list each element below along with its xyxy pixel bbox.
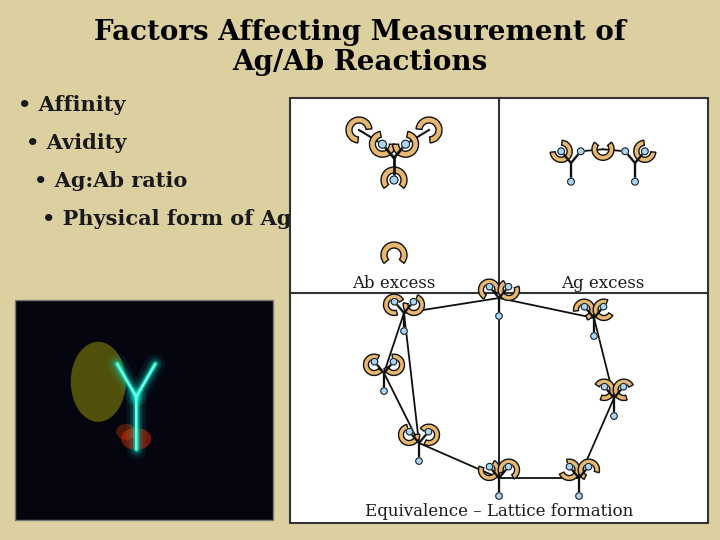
Wedge shape bbox=[403, 295, 425, 315]
Text: • Affinity: • Affinity bbox=[18, 95, 125, 115]
Circle shape bbox=[505, 463, 512, 470]
Text: Ag/Ab Reactions: Ag/Ab Reactions bbox=[233, 49, 487, 76]
Wedge shape bbox=[595, 379, 615, 401]
Circle shape bbox=[577, 148, 584, 154]
Wedge shape bbox=[416, 117, 442, 143]
Wedge shape bbox=[364, 354, 382, 375]
Circle shape bbox=[390, 176, 398, 184]
Ellipse shape bbox=[71, 342, 126, 422]
Wedge shape bbox=[574, 299, 595, 320]
Circle shape bbox=[558, 148, 564, 154]
Text: Factors Affecting Measurement of: Factors Affecting Measurement of bbox=[94, 18, 626, 45]
Text: • Avidity: • Avidity bbox=[26, 133, 127, 153]
Ellipse shape bbox=[121, 428, 151, 450]
Wedge shape bbox=[384, 294, 403, 315]
Circle shape bbox=[401, 328, 408, 334]
FancyBboxPatch shape bbox=[15, 300, 273, 520]
Circle shape bbox=[379, 140, 387, 148]
Ellipse shape bbox=[116, 424, 136, 440]
Circle shape bbox=[631, 178, 639, 185]
Wedge shape bbox=[381, 242, 407, 264]
Circle shape bbox=[402, 140, 410, 148]
Text: Ab excess: Ab excess bbox=[352, 274, 436, 292]
Circle shape bbox=[406, 428, 413, 435]
Circle shape bbox=[486, 463, 492, 470]
Circle shape bbox=[567, 178, 575, 185]
Circle shape bbox=[372, 359, 378, 365]
Wedge shape bbox=[479, 461, 500, 481]
Circle shape bbox=[576, 493, 582, 500]
Circle shape bbox=[410, 299, 417, 305]
Wedge shape bbox=[384, 354, 405, 375]
Text: • Physical form of Ag: • Physical form of Ag bbox=[42, 209, 292, 229]
Circle shape bbox=[496, 493, 503, 500]
Wedge shape bbox=[550, 140, 572, 163]
Circle shape bbox=[496, 313, 503, 319]
Circle shape bbox=[486, 284, 492, 290]
Circle shape bbox=[426, 428, 432, 435]
Wedge shape bbox=[369, 131, 395, 157]
Circle shape bbox=[601, 383, 608, 390]
Circle shape bbox=[590, 333, 598, 339]
Wedge shape bbox=[420, 424, 439, 446]
Circle shape bbox=[566, 463, 573, 470]
Circle shape bbox=[391, 299, 397, 305]
Circle shape bbox=[581, 303, 588, 310]
Text: Equivalence – Lattice formation: Equivalence – Lattice formation bbox=[365, 503, 633, 519]
Circle shape bbox=[505, 284, 512, 290]
Circle shape bbox=[600, 303, 607, 310]
Circle shape bbox=[620, 383, 627, 390]
Wedge shape bbox=[381, 167, 407, 188]
Circle shape bbox=[585, 463, 592, 470]
Circle shape bbox=[415, 458, 422, 464]
Circle shape bbox=[611, 413, 617, 420]
Circle shape bbox=[642, 148, 648, 154]
Wedge shape bbox=[498, 281, 520, 300]
Text: Ag excess: Ag excess bbox=[562, 274, 644, 292]
Circle shape bbox=[622, 148, 629, 154]
Wedge shape bbox=[593, 299, 613, 320]
Wedge shape bbox=[634, 140, 656, 163]
Wedge shape bbox=[498, 459, 520, 479]
Wedge shape bbox=[398, 424, 420, 445]
Text: • Ag:Ab ratio: • Ag:Ab ratio bbox=[34, 171, 187, 191]
Wedge shape bbox=[559, 459, 580, 481]
FancyBboxPatch shape bbox=[290, 98, 708, 523]
Wedge shape bbox=[479, 279, 500, 299]
Wedge shape bbox=[592, 142, 614, 160]
Circle shape bbox=[381, 388, 387, 394]
Wedge shape bbox=[578, 459, 600, 480]
Circle shape bbox=[390, 359, 397, 365]
Wedge shape bbox=[392, 131, 418, 157]
Wedge shape bbox=[613, 379, 634, 401]
Wedge shape bbox=[346, 117, 372, 143]
